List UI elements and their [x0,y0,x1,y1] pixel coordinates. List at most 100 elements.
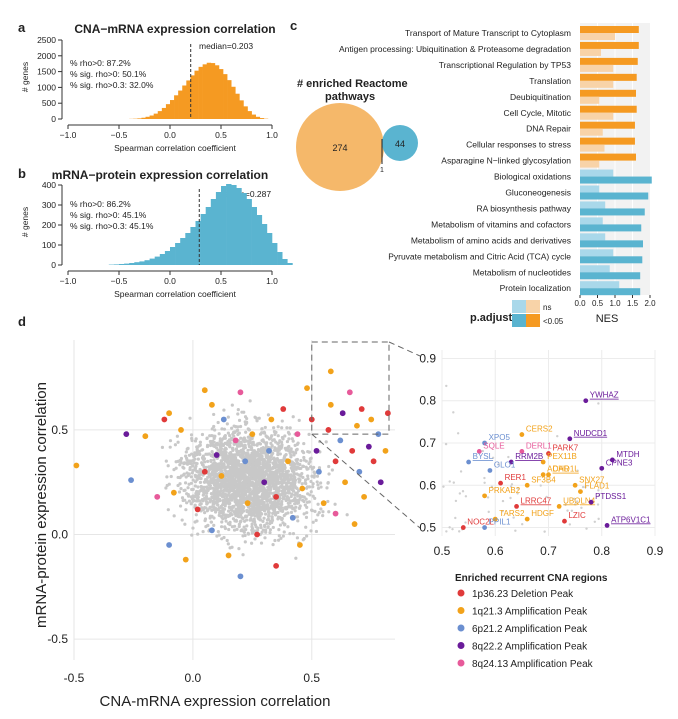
gene-point [293,484,297,488]
gene-point [217,462,221,466]
gene-point [247,496,251,500]
gene-point [164,459,168,463]
histogram-bar-b [251,207,257,265]
y-tick-label-b: 400 [42,180,56,190]
gene-point [236,412,240,416]
inset-gene-point [461,490,465,493]
gene-point [229,452,233,457]
gene-point [204,465,208,469]
gene-point [242,480,246,484]
gene-point [219,459,223,463]
cna-gene-point [209,527,215,534]
gene-point [226,489,230,493]
gene-point [245,466,249,471]
inset-gene-point [452,411,455,414]
gene-point [253,495,257,499]
cna-gene-point [285,458,291,465]
gene-point [304,515,309,520]
cna-gene-point [313,447,320,454]
gene-point [271,511,275,516]
cna-gene-point [339,410,346,417]
gene-point [280,426,284,430]
gene-point [267,481,271,485]
cna-gene-point [358,406,365,412]
gene-point [255,419,259,423]
gene-point [313,471,317,475]
gene-point [276,453,280,457]
gene-point [251,505,255,509]
gene-point [226,542,230,546]
cna-gene-point [320,500,327,507]
histogram-bar-a [198,66,203,119]
gene-point [236,514,240,519]
cna-gene-point [370,458,377,465]
gene-point [295,472,299,476]
zoom-connector [311,433,421,529]
gene-point [211,452,215,456]
gene-point [224,515,228,520]
gene-point [255,485,259,490]
gene-point [188,416,192,420]
gene-point [247,477,251,482]
gene-point [221,484,225,488]
histogram-bar-a [231,86,236,119]
nes-bar [580,112,614,120]
gene-point [315,480,319,484]
gene-point [220,537,224,541]
gene-point [190,533,194,537]
pathway-label: Gluconeogenesis [505,188,571,198]
gene-point [280,458,284,462]
nes-bar [580,176,652,184]
gene-point [198,480,203,485]
histogram-bar-a [202,64,208,119]
gene-point [187,472,191,476]
gene-point [193,461,198,465]
gene-point [224,453,228,457]
gene-point [302,455,306,460]
gene-point [314,529,319,534]
gene-point [232,478,236,482]
gene-point [291,487,295,491]
nes-bar [580,89,636,97]
gene-point [271,481,275,486]
gene-point [278,452,282,456]
inset-gene-point [458,530,461,533]
inset-gene-point [509,496,512,500]
gene-point [255,528,260,532]
gene-point [226,439,230,444]
x-tick-label-b: −1.0 [60,276,77,286]
pathway-label: Transcriptional Regulation by TP53 [439,60,572,70]
gene-point [296,494,300,498]
gene-point [210,505,214,509]
gene-point [279,440,284,444]
y-tick-label-a: 1500 [37,67,56,77]
gene-point [262,431,267,435]
histogram-bar-a [227,80,232,119]
gene-label: HDGF [531,509,554,518]
inset-cna-point [546,451,551,456]
gene-point [239,448,243,453]
chart-title-b: mRNA−protein expression correlation [52,168,268,182]
nes-bar [580,80,614,88]
y-tick-label-a: 2000 [37,51,56,61]
gene-point [330,468,334,472]
gene-point [308,457,312,461]
histogram-bar-b [231,185,237,265]
cna-gene-point [166,542,173,548]
gene-point [233,455,238,460]
y-tick-label-b: 300 [42,200,56,210]
gene-point [293,462,297,466]
cna-gene-point [273,562,280,569]
gene-point [185,492,189,496]
gene-point [211,486,215,490]
histogram-bar-a [145,116,150,119]
gene-point [201,457,205,461]
gene-point [306,474,310,478]
cna-gene-point [365,443,372,450]
cna-gene-point [201,468,208,475]
gene-point [309,465,313,469]
gene-point [167,482,171,486]
gene-point [282,530,286,534]
gene-point [270,477,274,481]
gene-point [270,516,274,520]
